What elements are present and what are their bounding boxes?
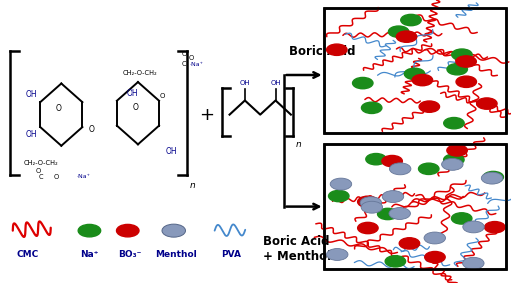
Text: O: O [181, 51, 187, 57]
Circle shape [382, 190, 404, 202]
Circle shape [382, 155, 402, 167]
Circle shape [452, 213, 472, 224]
Circle shape [78, 224, 101, 237]
Bar [324, 144, 506, 269]
Text: CH₂-O-CH₂: CH₂-O-CH₂ [123, 70, 157, 76]
Circle shape [117, 224, 139, 237]
Text: Boric Acid
+ Menthol: Boric Acid + Menthol [263, 235, 331, 263]
Circle shape [389, 207, 410, 219]
Text: OH: OH [26, 90, 38, 99]
Circle shape [419, 101, 439, 112]
Circle shape [456, 76, 476, 87]
Text: O: O [36, 168, 41, 174]
Text: Na⁺: Na⁺ [80, 250, 99, 259]
Circle shape [329, 190, 349, 202]
Circle shape [389, 163, 411, 175]
Circle shape [447, 64, 468, 75]
Circle shape [361, 102, 382, 113]
Text: O: O [189, 55, 194, 61]
Circle shape [444, 154, 464, 165]
Circle shape [360, 197, 382, 209]
Circle shape [366, 153, 386, 165]
Text: O: O [160, 93, 165, 99]
Circle shape [327, 248, 348, 260]
Bar [324, 8, 506, 133]
Text: ·Na⁺: ·Na⁺ [189, 61, 203, 67]
Text: BO₃⁻: BO₃⁻ [119, 250, 142, 259]
Circle shape [399, 238, 420, 249]
Circle shape [327, 44, 347, 55]
Circle shape [481, 172, 503, 184]
Circle shape [484, 222, 505, 233]
Text: Menthol: Menthol [155, 250, 197, 259]
Circle shape [463, 221, 484, 233]
Circle shape [452, 49, 472, 60]
Text: n: n [190, 181, 196, 190]
Text: ·Na⁺: ·Na⁺ [77, 174, 90, 179]
Text: O: O [132, 103, 138, 112]
Circle shape [477, 98, 497, 109]
Circle shape [442, 158, 463, 170]
Text: n: n [296, 140, 302, 149]
Text: O: O [88, 125, 95, 134]
Circle shape [456, 56, 476, 67]
Text: O: O [54, 174, 59, 180]
Text: OH: OH [127, 89, 138, 98]
Circle shape [419, 163, 439, 174]
Circle shape [358, 222, 378, 234]
Text: OH: OH [166, 147, 178, 156]
Text: PVA: PVA [221, 250, 242, 259]
Circle shape [462, 257, 484, 269]
Circle shape [424, 232, 446, 244]
Circle shape [401, 14, 421, 26]
Circle shape [353, 78, 373, 89]
Text: Boric Acid: Boric Acid [289, 45, 355, 58]
Text: OH: OH [26, 130, 38, 139]
Circle shape [412, 74, 433, 86]
Text: CMC: CMC [17, 250, 39, 259]
Text: O: O [56, 104, 62, 113]
Text: C: C [38, 174, 43, 180]
Circle shape [483, 171, 503, 183]
Circle shape [388, 26, 409, 37]
Circle shape [385, 256, 406, 267]
Circle shape [425, 252, 445, 263]
Text: OH: OH [240, 80, 250, 86]
Circle shape [378, 208, 398, 220]
Circle shape [447, 145, 467, 156]
Text: OH: OH [270, 80, 281, 86]
Text: C: C [181, 61, 186, 67]
Bar [324, 8, 506, 133]
Text: +: + [199, 106, 214, 124]
Circle shape [404, 68, 425, 80]
Circle shape [330, 178, 352, 190]
Bar [324, 144, 506, 269]
Circle shape [444, 117, 464, 129]
Circle shape [358, 196, 378, 207]
Circle shape [162, 224, 185, 237]
Circle shape [397, 31, 417, 42]
Text: CH₂-O-CH₂: CH₂-O-CH₂ [24, 160, 58, 166]
Circle shape [361, 201, 383, 213]
